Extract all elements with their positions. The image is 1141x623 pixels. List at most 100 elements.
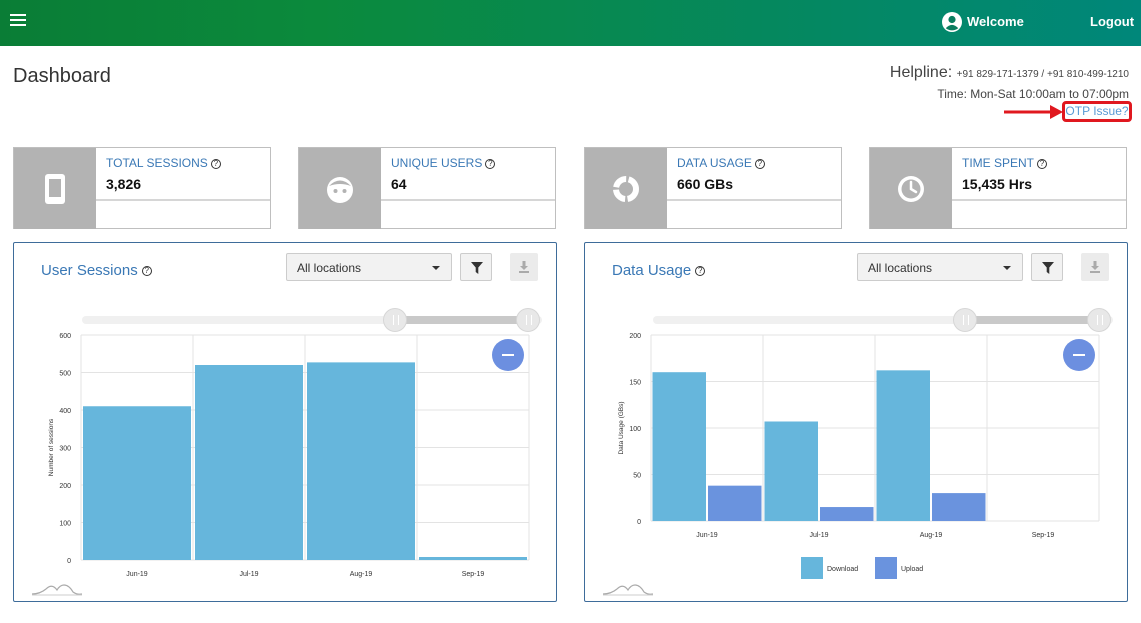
user-sessions-panel: User Sessions? All locations 0 100 200 300 4… [13,242,557,602]
x-tick-label: Aug-19 [350,571,373,578]
phone-icon [45,174,65,204]
card-divider [952,199,1126,201]
card-title: UNIQUE USERS [391,156,483,170]
y-tick-label: 0 [67,558,71,565]
help-icon[interactable]: ? [695,266,706,276]
hamburger-menu-icon[interactable] [10,14,26,28]
x-tick-label: Jul-19 [239,571,258,578]
x-tick-label: Sep-19 [462,571,485,578]
y-tick-label: 200 [629,333,641,340]
location-select-value: All locations [868,261,933,275]
card-title: DATA USAGE [677,156,752,170]
bar-download [764,421,818,521]
welcome-label[interactable]: Welcome [967,14,1024,29]
filter-icon [471,262,483,274]
download-button[interactable] [1081,253,1109,281]
download-icon [519,261,529,273]
card-value: 15,435 Hrs [962,176,1033,192]
y-axis-label: Number of sessions [48,418,55,476]
x-tick-label: Sep-19 [1032,532,1055,539]
slider-end-handle[interactable] [1087,308,1111,332]
bar-upload [932,493,986,521]
reset-zoom-button[interactable] [1063,339,1095,371]
bar-sessions [307,362,415,560]
x-tick-label: Jun-19 [126,571,148,578]
y-tick-label: 200 [59,483,71,490]
user-avatar-icon[interactable] [942,12,962,32]
filter-icon [1042,262,1054,274]
x-tick-label: Jun-19 [696,532,718,539]
card-value: 64 [391,176,407,192]
y-tick-label: 150 [629,380,641,387]
chart-logo-icon [603,584,653,596]
panel-title: Data Usage [612,262,692,279]
stat-card-unique-users: UNIQUE USERS? 64 [298,147,556,229]
stat-card-time-spent: TIME SPENT? 15,435 Hrs [869,147,1127,229]
legend-swatch-upload [875,557,897,579]
caret-down-icon [432,266,440,270]
red-arrow-annotation [1004,105,1063,119]
y-tick-label: 100 [629,426,641,433]
card-divider [381,199,555,201]
top-navbar: Welcome Logout [0,0,1141,46]
caret-down-icon [1003,266,1011,270]
date-range-slider-range [966,316,1099,324]
stat-card-data-usage: DATA USAGE? 660 GBs [584,147,842,229]
date-range-slider-track[interactable] [82,316,542,324]
panel-title: User Sessions [41,262,138,279]
help-icon[interactable]: ? [210,159,221,169]
card-value: 3,826 [106,176,142,192]
reset-zoom-button[interactable] [492,339,524,371]
chart-logo-icon [32,584,82,596]
page-title: Dashboard [13,65,111,87]
location-select[interactable]: All locations [857,253,1023,281]
bar-sessions [195,365,303,560]
stat-card-total-sessions: TOTAL SESSIONS? 3,826 [13,147,271,229]
help-icon[interactable]: ? [754,159,765,169]
data-usage-chart: 0 50 100 150 200 Data Usage (GBs) Jun-19 Jul-19… [618,333,1100,579]
card-title: TIME SPENT [962,156,1035,170]
download-button[interactable] [510,253,538,281]
logout-link[interactable]: Logout [1090,14,1135,29]
helpline-numbers: +91 829-171-1379 / +91 810-499-1210 [956,69,1129,80]
bar-download [652,372,706,521]
card-title: TOTAL SESSIONS [106,156,208,170]
filter-button[interactable] [1031,253,1063,281]
date-range-slider-track[interactable] [653,316,1113,324]
clock-icon [898,176,924,202]
bar-sessions [419,557,527,560]
bar-sessions [83,406,191,560]
bar-download [876,370,930,521]
y-tick-label: 300 [59,446,71,453]
y-tick-label: 600 [59,333,71,340]
slider-start-handle[interactable] [953,308,977,332]
location-select-value: All locations [297,261,362,275]
y-tick-label: 500 [59,371,71,378]
y-tick-label: 50 [633,473,641,480]
legend-label-upload: Upload [901,566,923,573]
slider-start-handle[interactable] [383,308,407,332]
bar-upload [820,507,874,521]
helpline: Helpline: +91 829-171-1379 / +91 810-499… [890,64,1129,82]
helpline-label: Helpline: [889,64,953,81]
location-select[interactable]: All locations [286,253,452,281]
user-sessions-chart: 0 100 200 300 400 500 600 Number of sessions Jun… [48,333,530,578]
y-tick-label: 400 [59,408,71,415]
download-icon [1090,261,1100,273]
x-tick-label: Aug-19 [920,532,943,539]
legend-swatch-download [801,557,823,579]
otp-issue-link[interactable]: OTP Issue? [1062,101,1132,122]
y-axis-label: Data Usage (GBs) [618,401,625,454]
face-icon [327,177,353,203]
y-tick-label: 0 [637,519,641,526]
help-icon[interactable]: ? [485,159,496,169]
card-value: 660 GBs [677,176,734,192]
helpline-time: Time: Mon-Sat 10:00am to 07:00pm [937,87,1129,101]
help-icon[interactable]: ? [141,266,152,276]
y-tick-label: 100 [59,521,71,528]
slider-end-handle[interactable] [516,308,540,332]
data-usage-panel: Data Usage? All locations 0 50 100 150 200 Da… [584,242,1128,602]
filter-button[interactable] [460,253,492,281]
help-icon[interactable]: ? [1037,159,1048,169]
legend-label-download: Download [827,566,858,573]
